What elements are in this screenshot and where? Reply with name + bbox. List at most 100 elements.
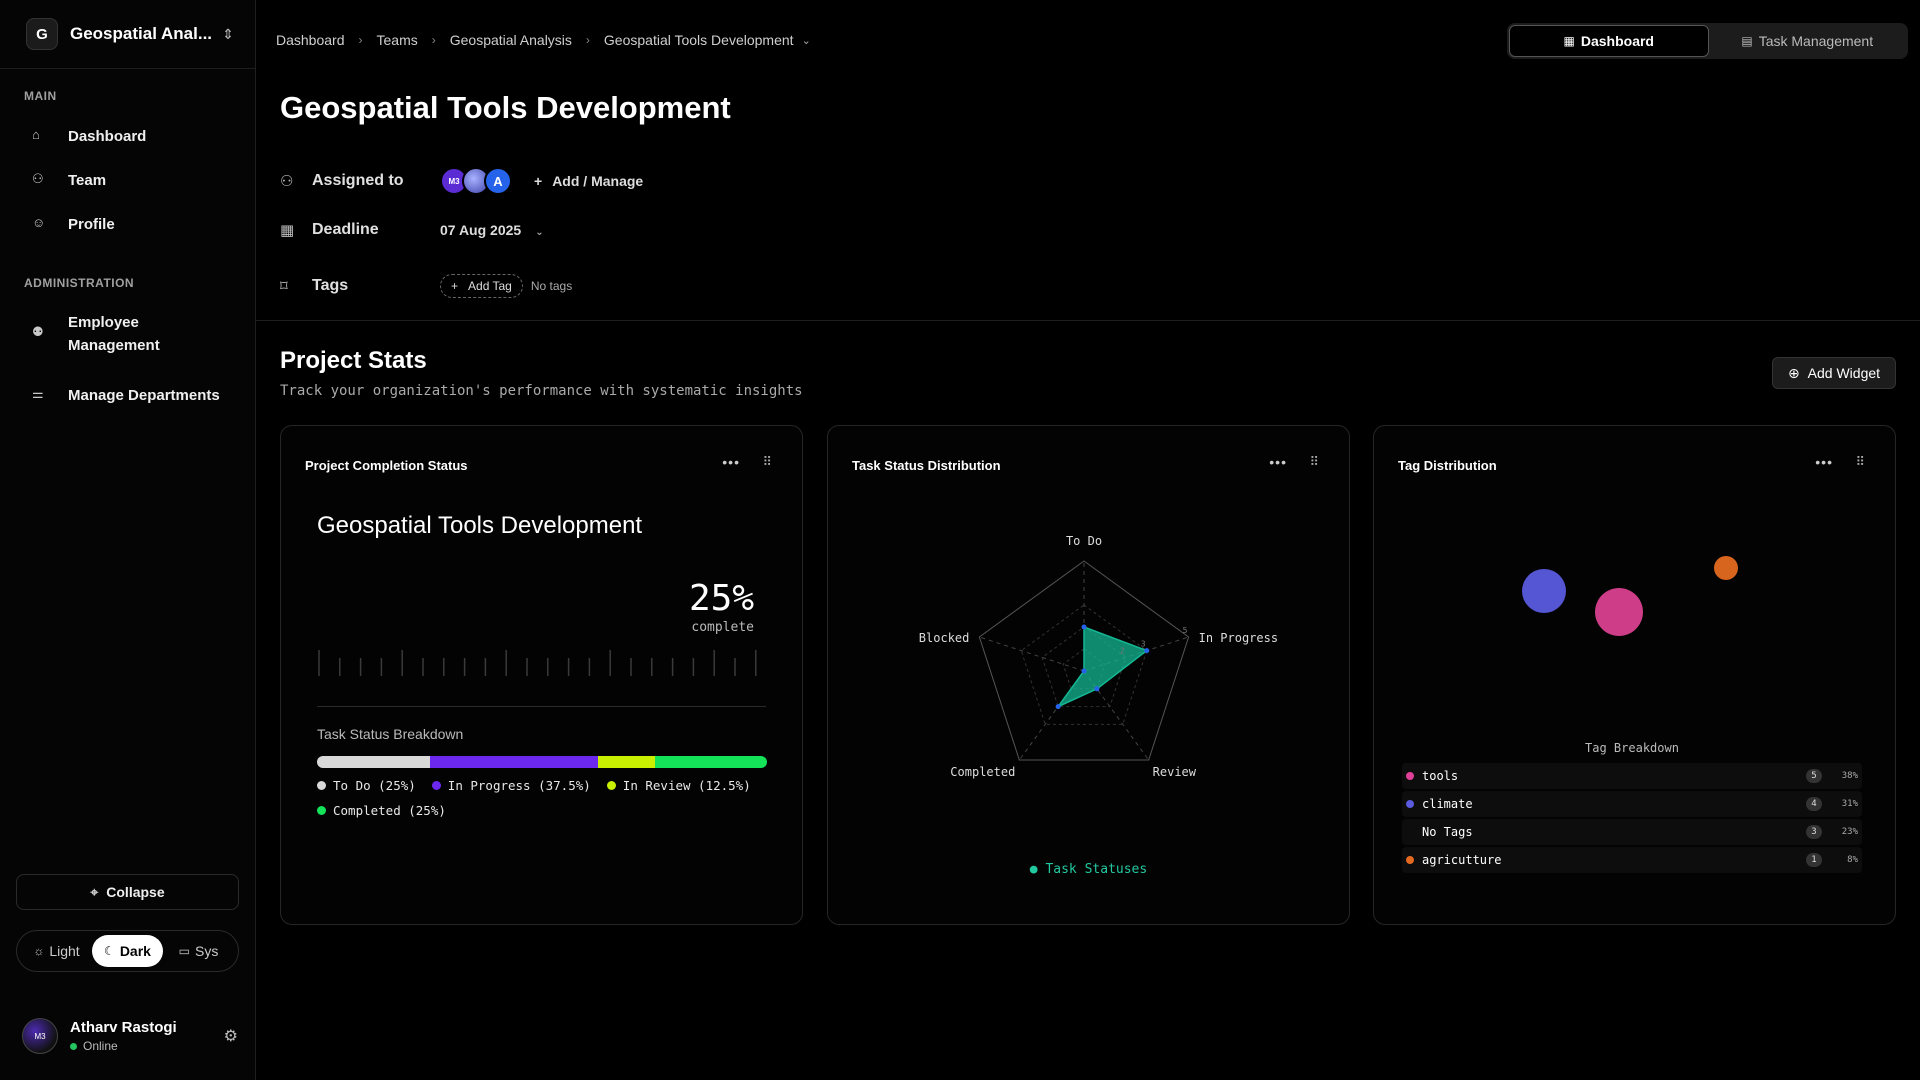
moon-icon: ☾ (104, 944, 115, 958)
breadcrumb-teams[interactable]: Teams (376, 32, 418, 48)
theme-light-button[interactable]: ☼ Light (21, 935, 92, 967)
radar-tick-label: 5 (1183, 626, 1188, 635)
more-icon[interactable]: ••• (1269, 454, 1287, 470)
tag-bubble (1522, 569, 1566, 613)
legend-dot (431, 781, 441, 790)
tag-distribution-card: Tag Distribution ••• ⠿ Tag Breakdown too… (1373, 425, 1896, 925)
tag-row: climate 4 31% (1402, 791, 1862, 817)
gear-icon[interactable]: ⚙ (223, 1028, 238, 1045)
sun-icon: ☼ (33, 944, 45, 958)
completion-percent: 25% (688, 578, 754, 619)
more-icon[interactable]: ••• (722, 454, 740, 470)
radar-axis-label: In Progress (1199, 631, 1278, 645)
view-switch: ▦ Dashboard ▤ Task Management (1507, 23, 1908, 59)
workspace-logo: G (26, 18, 58, 50)
radar-grid-outer (978, 560, 1190, 761)
radar-grid-ring (1020, 604, 1148, 725)
collapse-button[interactable]: ⌖ Collapse (16, 874, 239, 910)
tag-count: 5 (1806, 769, 1822, 783)
radar-axis-label: Review (1153, 765, 1197, 779)
status-segment (429, 756, 599, 768)
add-manage-button[interactable]: + Add / Manage (534, 173, 643, 189)
tag-name: tools (1422, 769, 1459, 783)
legend-dot (317, 806, 326, 815)
drag-handle-icon[interactable]: ⠿ (762, 454, 772, 469)
tag-count: 3 (1806, 825, 1822, 839)
theme-toggle: ☼ Light ☾ Dark ▭ Sys (16, 930, 239, 972)
sidebar-item-manage-departments[interactable]: ⚌ Manage Departments (32, 384, 242, 407)
avatar[interactable]: M3 (22, 1018, 58, 1054)
chevron-down-icon[interactable]: ⌄ (801, 34, 811, 47)
radar-point (1081, 624, 1087, 630)
theme-dark-button[interactable]: ☾ Dark (92, 935, 163, 967)
add-widget-label: Add Widget (1807, 365, 1881, 381)
assigned-label: Assigned to (312, 172, 404, 189)
tags-label: Tags (312, 277, 349, 294)
legend-item: Completed (25%) (317, 803, 446, 818)
tag-name: No Tags (1422, 825, 1473, 839)
tag-row: No Tags 3 23% (1402, 819, 1862, 845)
tag-name: climate (1422, 797, 1473, 811)
assigned-row: ⚇ Assigned to M3 A + Add / Manage (280, 167, 643, 195)
add-widget-button[interactable]: ⊕ Add Widget (1772, 357, 1896, 389)
theme-dark-label: Dark (119, 943, 151, 959)
assignee-avatar[interactable] (462, 167, 490, 195)
tag-name: agricutture (1422, 853, 1502, 867)
chevron-right-icon: › (358, 33, 363, 47)
user-status-label: Online (83, 1039, 118, 1053)
online-dot (70, 1042, 77, 1050)
tag-breakdown-label: Tag Breakdown (1585, 741, 1679, 755)
breadcrumb-team[interactable]: Geospatial Analysis (449, 32, 572, 48)
add-manage-label: Add / Manage (552, 173, 644, 189)
tab-dashboard[interactable]: ▦ Dashboard (1509, 25, 1709, 57)
sidebar-item-dashboard[interactable]: ⌂ Dashboard (32, 125, 242, 148)
tag-breakdown: Tag Breakdown tools 5 38% climate 4 31% No Tag… (1402, 741, 1862, 875)
workspace-switcher[interactable]: G Geospatial Anal... ⇕ (26, 16, 234, 52)
home-icon: ⌂ (32, 127, 40, 142)
drag-handle-icon[interactable]: ⠿ (1855, 454, 1865, 469)
tab-task-management[interactable]: ▤ Task Management (1709, 25, 1907, 57)
employee-icon: ⚉ (32, 324, 44, 339)
drag-handle-icon[interactable]: ⠿ (1309, 454, 1319, 469)
legend-item: In Review (12.5%) (606, 778, 751, 793)
no-tags-text: No tags (530, 279, 573, 293)
breadcrumb-dashboard[interactable]: Dashboard (276, 32, 345, 48)
status-stacked-bar (317, 756, 767, 768)
tag-bubble (1595, 588, 1643, 636)
breadcrumb-project[interactable]: Geospatial Tools Development (603, 32, 794, 48)
user-name: Atharv Rastogi (70, 1019, 177, 1036)
task-status-card: Task Status Distribution ••• ⠿ To Do In P… (827, 425, 1350, 925)
tag-dot (1406, 772, 1414, 780)
departments-icon: ⚌ (32, 386, 44, 401)
assignee-avatar[interactable]: A (484, 167, 512, 195)
status-segment (317, 756, 430, 768)
deadline-label: Deadline (312, 221, 379, 238)
theme-system-label: Sys (195, 943, 219, 959)
theme-system-button[interactable]: ▭ Sys (163, 935, 234, 967)
clipboard-icon: ▤ (1741, 34, 1753, 48)
chevron-right-icon: › (431, 33, 436, 47)
more-icon[interactable]: ••• (1815, 454, 1833, 470)
radar-legend-label: Task Statuses (1045, 862, 1148, 877)
sidebar-item-profile[interactable]: ☺ Profile (32, 213, 242, 236)
team-icon: ⚇ (32, 171, 44, 186)
radar-axis-label: To Do (1066, 534, 1102, 548)
deadline-picker[interactable]: 07 Aug 2025 ⌄ (440, 222, 544, 238)
calendar-icon: ▦ (280, 222, 295, 239)
card-title: Tag Distribution (1398, 458, 1497, 473)
sidebar-section-administration: ADMINISTRATION (24, 276, 135, 290)
sidebar-item-label: Profile (68, 216, 115, 233)
radar-point (1081, 668, 1087, 674)
status-segment (598, 756, 655, 768)
legend-dot (317, 781, 326, 790)
workspace-name: Geospatial Anal... (70, 24, 213, 43)
card-title: Task Status Distribution (852, 458, 1001, 473)
add-tag-button[interactable]: + Add Tag (440, 274, 523, 298)
add-tag-label: Add Tag (468, 279, 512, 293)
tag-bubble (1714, 556, 1738, 580)
sidebar-item-employee-management[interactable]: ⚉ Employee Management (32, 311, 242, 357)
sidebar-item-team[interactable]: ⚇ Team (32, 169, 242, 192)
radar-point (1055, 704, 1061, 710)
assignee-avatars[interactable]: M3 A (440, 167, 512, 195)
radar-series-area (1055, 625, 1149, 709)
